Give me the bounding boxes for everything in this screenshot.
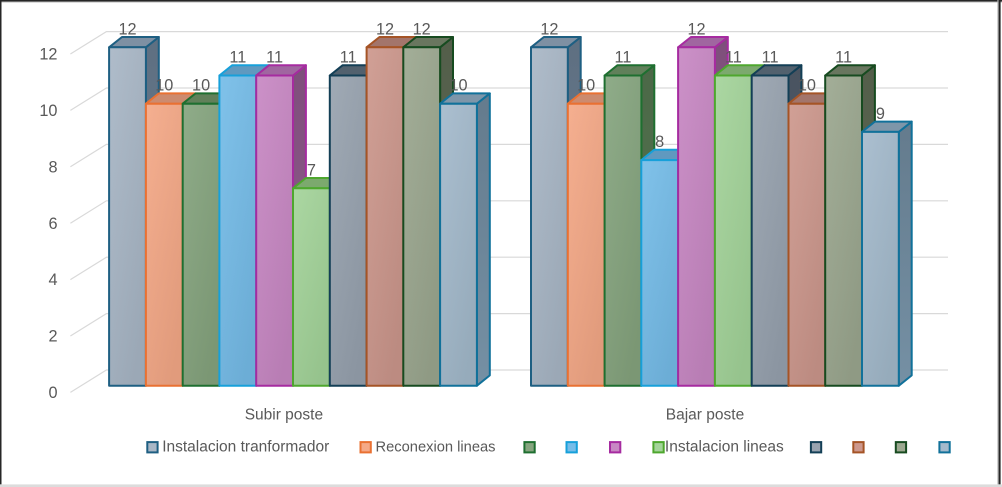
svg-text:Subir poste: Subir poste <box>245 407 323 424</box>
svg-text:9: 9 <box>876 105 885 123</box>
svg-text:11: 11 <box>340 49 357 67</box>
svg-text:Instalacion tranformador: Instalacion tranformador <box>162 439 329 456</box>
svg-text:11: 11 <box>229 49 246 67</box>
svg-text:Reconexion lineas: Reconexion lineas <box>376 440 496 456</box>
svg-text:12: 12 <box>687 20 705 38</box>
svg-text:12: 12 <box>413 20 431 38</box>
svg-text:4: 4 <box>48 271 57 289</box>
svg-text:10: 10 <box>798 77 816 95</box>
svg-text:7: 7 <box>307 161 316 179</box>
svg-text:12: 12 <box>376 20 394 38</box>
svg-text:11: 11 <box>835 49 852 67</box>
svg-text:Instalacion lineas: Instalacion lineas <box>665 439 784 456</box>
svg-text:0: 0 <box>48 384 57 402</box>
svg-text:10: 10 <box>192 77 210 95</box>
svg-text:12: 12 <box>118 20 136 38</box>
svg-text:2: 2 <box>48 328 57 346</box>
svg-text:10: 10 <box>449 77 467 95</box>
svg-text:11: 11 <box>725 49 742 67</box>
svg-text:6: 6 <box>48 215 57 233</box>
svg-text:10: 10 <box>577 77 595 95</box>
svg-text:12: 12 <box>540 20 558 38</box>
svg-text:10: 10 <box>39 102 57 120</box>
svg-text:Bajar poste: Bajar poste <box>666 407 744 424</box>
svg-text:8: 8 <box>655 133 664 151</box>
svg-text:11: 11 <box>615 49 632 67</box>
svg-text:12: 12 <box>39 46 57 64</box>
svg-text:11: 11 <box>762 49 779 67</box>
svg-text:11: 11 <box>266 49 283 67</box>
svg-text:10: 10 <box>155 77 173 95</box>
svg-text:8: 8 <box>48 158 57 176</box>
